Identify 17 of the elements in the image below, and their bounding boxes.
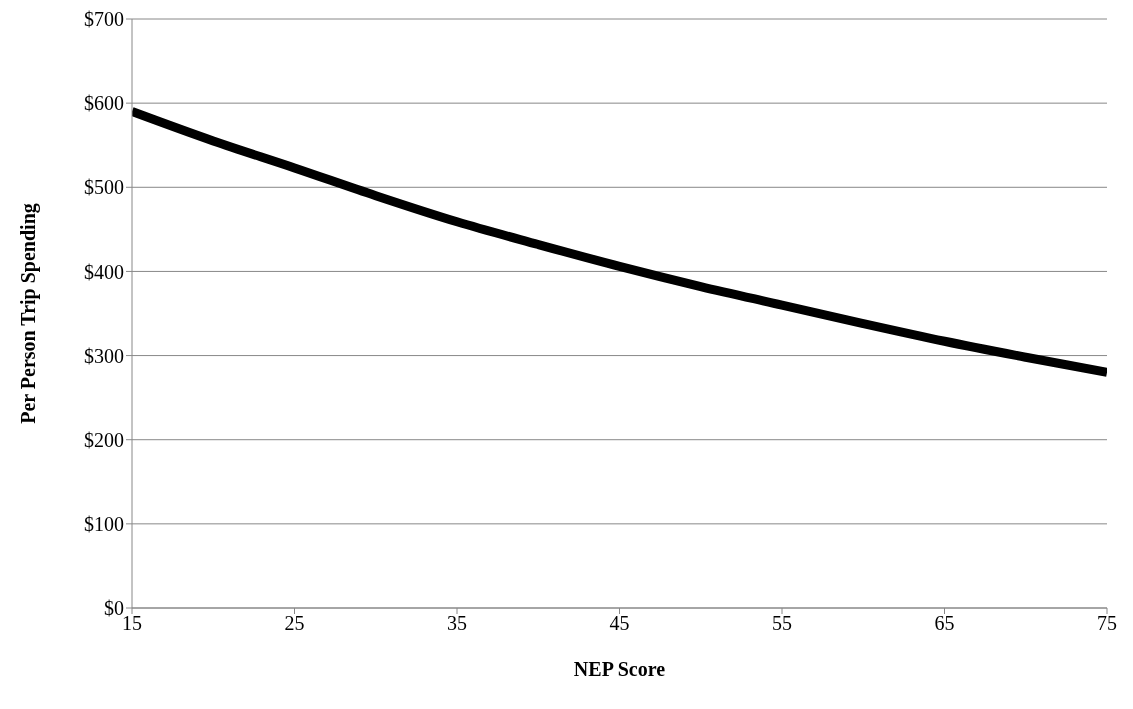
x-tick-label: 55 <box>772 612 792 635</box>
y-tick-label: $500 <box>84 176 124 199</box>
x-axis-title: NEP Score <box>573 658 666 680</box>
y-tick-label: $100 <box>84 512 124 535</box>
y-tick-label: $400 <box>84 260 124 283</box>
y-tick-label: $0 <box>104 597 124 620</box>
x-tick-label: 35 <box>447 612 467 635</box>
x-tick-label: 75 <box>1097 612 1117 635</box>
y-tick-label: $600 <box>84 92 124 115</box>
y-axis-title: Per Person Trip Spending <box>17 203 41 424</box>
x-tick-label: 45 <box>609 612 630 635</box>
y-tick-label: $200 <box>84 428 124 451</box>
y-tick-label: $700 <box>84 8 124 31</box>
x-tick-label: 65 <box>934 612 955 635</box>
x-tick-label: 15 <box>122 612 142 635</box>
x-tick-label: 25 <box>284 612 305 635</box>
y-tick-label: $300 <box>84 344 124 367</box>
